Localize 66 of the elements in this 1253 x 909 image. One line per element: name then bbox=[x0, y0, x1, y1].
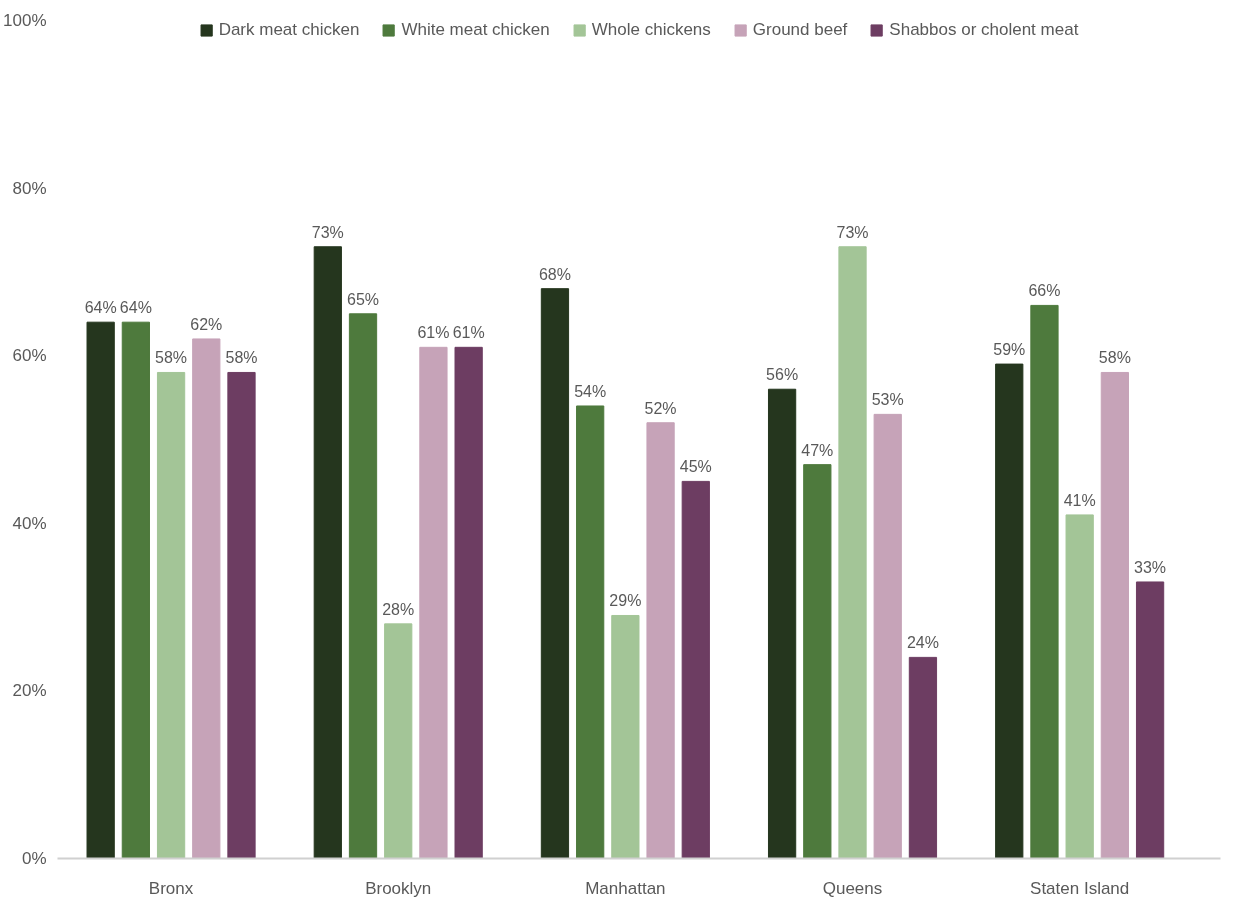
legend-label: White meat chicken bbox=[401, 20, 550, 40]
x-tick-label: Brooklyn bbox=[365, 878, 432, 898]
bar bbox=[540, 288, 570, 859]
data-label: 73% bbox=[311, 223, 344, 241]
bar bbox=[1135, 581, 1165, 859]
data-label: 66% bbox=[1028, 282, 1061, 300]
bar bbox=[419, 346, 448, 859]
y-tick-label: 60% bbox=[12, 346, 47, 366]
data-label: 62% bbox=[190, 315, 223, 333]
bar bbox=[995, 363, 1024, 859]
bar bbox=[838, 246, 867, 859]
data-label: 65% bbox=[347, 290, 380, 308]
data-label: 58% bbox=[1098, 349, 1131, 367]
x-tick-label: Staten Island bbox=[1030, 878, 1130, 898]
data-label: 24% bbox=[906, 634, 939, 652]
data-label: 64% bbox=[119, 299, 152, 317]
data-label: 45% bbox=[679, 458, 712, 476]
bar bbox=[576, 405, 605, 859]
bar bbox=[611, 614, 640, 859]
y-tick-label: 100% bbox=[3, 11, 47, 30]
bar bbox=[908, 656, 938, 859]
data-label: 58% bbox=[225, 349, 258, 367]
data-label: 29% bbox=[609, 592, 642, 610]
data-label: 64% bbox=[84, 299, 117, 317]
data-label: 56% bbox=[766, 366, 799, 384]
data-label: 33% bbox=[1134, 558, 1167, 576]
bar bbox=[192, 338, 221, 859]
bar bbox=[1065, 514, 1094, 859]
legend-label: Shabbos or cholent meat bbox=[889, 20, 1079, 40]
data-label: 61% bbox=[417, 324, 450, 342]
bar bbox=[121, 321, 150, 859]
y-tick-label: 80% bbox=[12, 178, 47, 198]
legend-label: Ground beef bbox=[752, 20, 848, 40]
data-label: 73% bbox=[836, 223, 869, 241]
data-label: 61% bbox=[452, 324, 485, 342]
y-tick-label: 0% bbox=[21, 849, 47, 868]
data-label: 53% bbox=[871, 391, 904, 409]
data-label: 52% bbox=[644, 399, 677, 417]
legend-label: Dark meat chicken bbox=[218, 20, 360, 40]
bar bbox=[681, 480, 710, 859]
bar bbox=[313, 246, 342, 859]
x-tick-label: Queens bbox=[822, 878, 883, 898]
bar bbox=[646, 422, 675, 859]
bar bbox=[86, 321, 115, 859]
data-label: 68% bbox=[538, 265, 571, 283]
bar bbox=[384, 623, 413, 859]
bar bbox=[156, 371, 186, 859]
data-label: 54% bbox=[574, 382, 607, 400]
data-label: 59% bbox=[993, 341, 1026, 359]
y-tick-label: 40% bbox=[12, 513, 47, 533]
bar bbox=[227, 371, 256, 859]
legend-label: Whole chickens bbox=[591, 20, 711, 40]
data-label: 41% bbox=[1063, 491, 1096, 509]
bar bbox=[873, 413, 902, 859]
bar bbox=[454, 346, 483, 859]
x-tick-label: Bronx bbox=[148, 878, 194, 898]
data-label: 58% bbox=[155, 349, 188, 367]
data-label: 47% bbox=[801, 441, 834, 459]
bar bbox=[767, 388, 797, 859]
bar bbox=[803, 464, 832, 859]
bar bbox=[1100, 371, 1129, 859]
x-tick-label: Manhattan bbox=[585, 878, 666, 898]
data-label: 28% bbox=[382, 600, 415, 618]
y-tick-label: 20% bbox=[12, 681, 47, 701]
bar bbox=[348, 313, 378, 859]
bar bbox=[1030, 304, 1059, 859]
